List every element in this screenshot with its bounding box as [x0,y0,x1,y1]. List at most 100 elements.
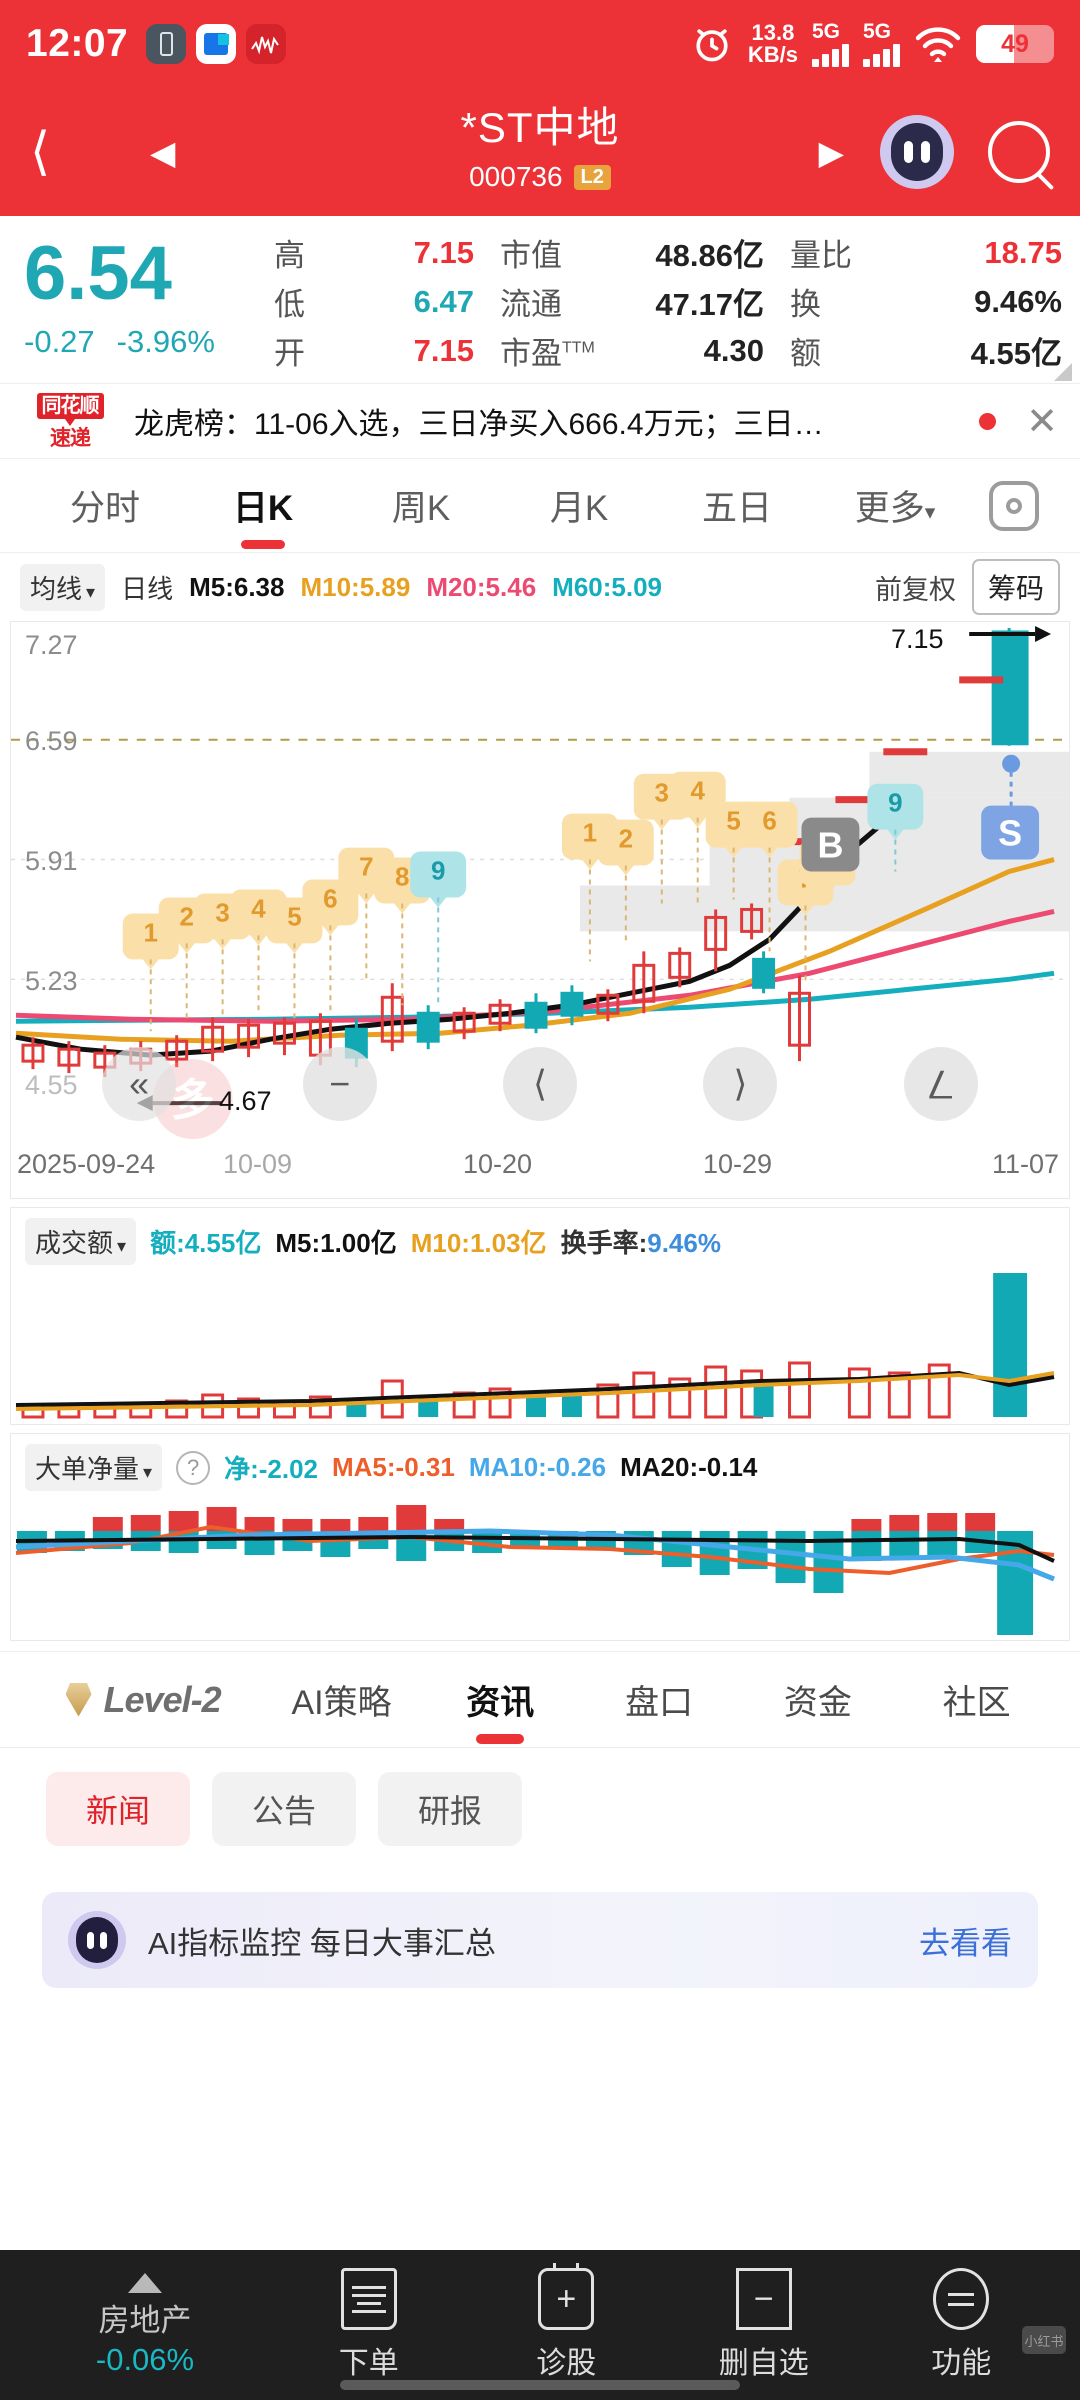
tab-ai-strategy[interactable]: AI策略 [291,1684,392,1722]
large-order-flow-panel[interactable]: 大单净量 ▾ ? 净:-2.02 MA5:-0.31 MA10:-0.26 MA2… [10,1433,1070,1641]
close-icon[interactable]: ✕ [1026,400,1058,443]
ai-robot-icon[interactable] [880,115,954,189]
status-bar: 12:07 13.8 KB/s 5G 5G [0,0,1080,88]
svg-text:B: B [817,825,843,866]
alarm-icon [696,29,728,62]
bottom-navigation-bar: 房地产 -0.06% 下单 + 诊股 − 删自选 功能 小红书 [0,2250,1080,2400]
flow-ma10: MA10:-0.26 [468,1452,607,1482]
chart-x-axis: 2025-09-24 10-09 10-20 10-29 11-07 [10,1141,1070,1199]
expand-corner-icon[interactable] [1054,363,1072,381]
news-ticker-text[interactable]: 龙虎榜：11-06入选，三日净买入666.4万元；三日… [134,408,824,441]
x-tick-0: 2025-09-24 [17,1149,156,1179]
tab-news[interactable]: 资讯 [421,1675,580,1744]
volume-amount: 额:4.55亿 [150,1228,262,1258]
nav-remove-watchlist[interactable]: − 删自选 [665,2268,863,2382]
adjust-mode-label[interactable]: 前复权 [874,574,956,605]
nav-diagnose[interactable]: + 诊股 [468,2263,666,2382]
tab-orderbook[interactable]: 盘口 [625,1684,694,1722]
next-stock-button[interactable]: ▶ [818,133,844,171]
chart-pan-right-button[interactable]: ⟩ [703,1047,778,1121]
tabs-divider [0,1747,1080,1748]
svg-text:S: S [998,813,1022,854]
nav-functions[interactable]: 功能 [863,2268,1061,2382]
chart-settings-button[interactable] [974,480,1054,531]
back-button[interactable]: ⟨ [30,123,51,181]
minus-box-icon: − [735,2268,792,2330]
svg-text:4: 4 [690,778,705,806]
subtab-research[interactable]: 研报 [378,1772,523,1846]
stat-label-high: 高 [274,238,305,273]
y-tick-1: 6.59 [25,726,78,756]
stat-label-marketcap: 市值 [500,238,562,273]
subtab-news[interactable]: 新闻 [46,1772,191,1846]
app-header: ⟨ ◀ *ST中地 000736 L2 ▶ [0,88,1080,216]
tab-monthly-k[interactable]: 月K [549,489,609,528]
search-icon[interactable] [988,121,1050,183]
high-price-arrow [969,625,1052,642]
svg-text:2: 2 [179,903,193,931]
x-tick-2: 10-20 [463,1149,533,1179]
y-tick-4: 4.55 [25,1070,78,1100]
stock-code: 000736 [469,161,563,192]
level2-badge: L2 [573,164,611,190]
home-indicator[interactable] [340,2380,740,2390]
stat-value-low: 6.47 [413,283,474,319]
svg-text:5: 5 [287,903,301,931]
svg-text:1: 1 [144,919,158,947]
ma-selector[interactable]: 均线 ▾ [20,563,106,611]
chevron-down-icon: ▾ [117,1236,127,1256]
network-speed-unit: KB/s [747,42,798,67]
sector-indicator[interactable]: 房地产 -0.06% [20,2272,270,2378]
nav-functions-label: 功能 [931,2347,992,2380]
chart-zoom-out-button[interactable]: − [302,1047,377,1121]
tab-fenshi[interactable]: 分时 [69,489,140,528]
nav-remove-label: 删自选 [718,2347,809,2380]
chart-fullscreen-button[interactable]: ⎳ [903,1047,978,1121]
chevron-down-icon: ▾ [143,1462,153,1482]
news-sub-tabs: 新闻 公告 研报 [0,1748,1080,1846]
nav-diagnose-label: 诊股 [536,2347,597,2380]
stat-label-volratio: 量比 [790,238,852,273]
tab-daily-k[interactable]: 日K [184,480,342,549]
flow-net-value: 净:-2.02 [224,1454,318,1484]
nav-order[interactable]: 下单 [270,2268,468,2382]
stat-value-float: 47.17亿 [655,287,764,322]
chart-collapse-button[interactable]: « [102,1047,177,1121]
volume-ma5: M5:1.00亿 [275,1228,397,1258]
tab-community[interactable]: 社区 [942,1684,1011,1722]
menu-circle-icon [933,2268,990,2330]
volume-panel[interactable]: 成交额 ▾ 额:4.55亿 M5:1.00亿 M10:1.03亿 换手率:9.46… [10,1207,1070,1425]
news-unread-dot [979,412,997,430]
signal-bars-icon [812,44,849,67]
page-title: *ST中地 [460,104,620,151]
level2-entry[interactable]: Level-2 [24,1679,262,1721]
tab-capital[interactable]: 资金 [783,1684,852,1722]
quote-stats-grid: 高 7.15 市值 48.86亿 量比 18.75 低 6.47 流通 47.1… [274,230,1062,373]
content-section-tabs: Level-2 AI策略 资讯 盘口 资金 社区 [0,1651,1080,1747]
tab-weekly-k[interactable]: 周K [391,489,451,528]
order-list-icon [340,2268,397,2330]
ai-monitor-banner[interactable]: AI指标监控 每日大事汇总 去看看 [42,1892,1038,1988]
stat-value-pe: 4.30 [703,332,764,368]
prev-stock-button[interactable]: ◀ [150,133,176,171]
stat-label-low: 低 [274,287,305,322]
volume-selector[interactable]: 成交额 ▾ [25,1218,137,1265]
subtab-announcement[interactable]: 公告 [212,1772,357,1846]
tab-more[interactable]: 更多▾ [854,489,936,528]
sector-change-percent: -0.06% [95,2341,195,2377]
news-ticker-bar[interactable]: 同花顺 速递 龙虎榜：11-06入选，三日净买入666.4万元；三日… ✕ [0,383,1080,459]
chevron-down-icon: ▾ [86,581,96,602]
flow-selector[interactable]: 大单净量 ▾ [25,1444,163,1491]
chips-button[interactable]: 筹码 [971,559,1060,615]
chart-pan-left-button[interactable]: ⟨ [502,1047,577,1121]
stat-label-float: 流通 [500,287,562,322]
tab-five-day[interactable]: 五日 [701,489,772,528]
volume-ma10: M10:1.03亿 [410,1228,547,1258]
ai-banner-action[interactable]: 去看看 [919,1925,1012,1961]
status-time: 12:07 [26,22,129,65]
question-circle-icon[interactable]: ? [176,1450,211,1485]
sector-name: 房地产 [98,2302,192,2338]
status-right-icons: 13.8 KB/s 5G 5G 49 [690,21,1054,67]
price-change: -0.27 [24,324,95,360]
